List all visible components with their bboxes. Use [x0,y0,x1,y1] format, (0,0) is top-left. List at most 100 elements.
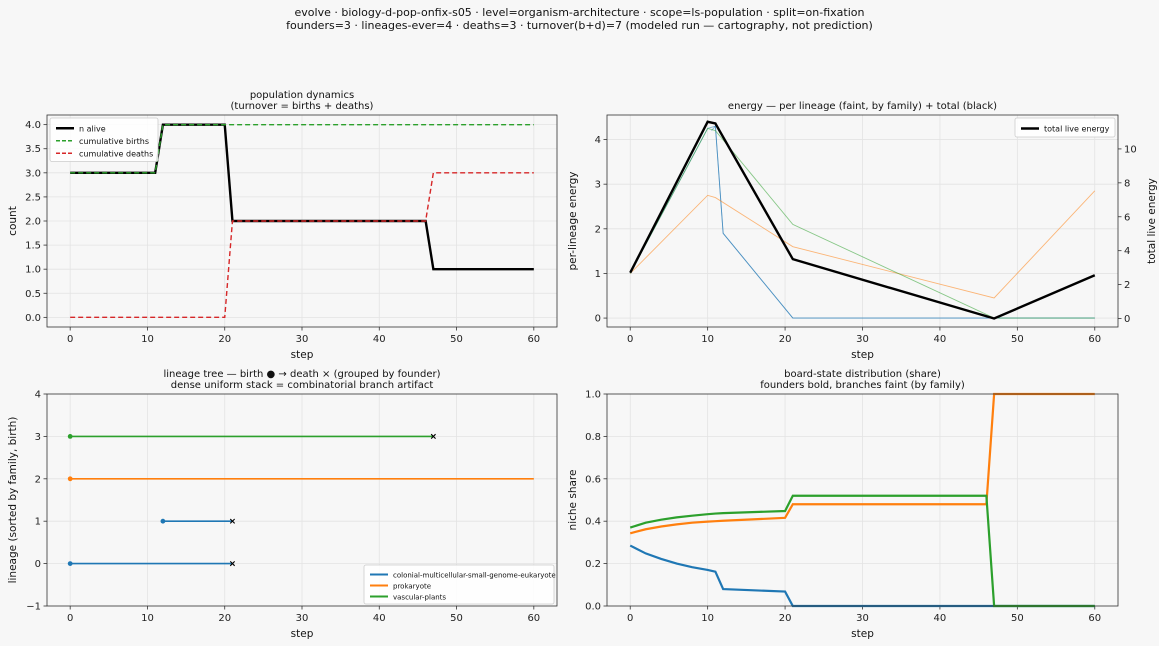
series-line-colonial-multicellular-small-genome-eukaryote [629,544,1095,608]
y-tick-label: 1 [35,517,41,528]
x-tick-label: 20 [779,613,792,624]
y-tick-label: 2 [35,474,41,485]
y-tick-label: 1.0 [25,265,41,276]
plot-frame [606,114,1119,328]
x-tick-label: 0 [627,334,633,345]
birth-marker [67,561,73,566]
legend-label: colonial-multicellular-small-genome-euka… [393,572,556,580]
series-line-n-alive [70,123,534,271]
x-tick-label: 50 [450,613,463,624]
legend-label: prokaryote [393,583,431,591]
x-tick-label: 20 [218,613,231,624]
legend-box [1014,117,1116,138]
y-right-tick-label: 0 [1124,314,1130,325]
birth-marker [160,518,166,524]
y-axis-label: count [7,206,19,236]
chart-title: energy — per lineage (faint, by family) … [728,101,997,112]
chart-subtitle: (turnover = births + deaths) [231,101,374,112]
x-tick-label: 50 [1011,334,1024,345]
y-tick-label: 1 [595,269,601,280]
y-tick-label: 0.8 [585,432,601,443]
legend-label: cumulative deaths [79,149,153,158]
x-tick-label: 40 [373,613,386,624]
x-tick-label: 50 [1011,613,1024,624]
y-tick-label: 4.0 [25,120,41,131]
x-tick-label: 0 [67,334,73,345]
series-line-per-lineage [629,190,1096,299]
series-line-vascular-plants [629,494,1095,608]
y-tick-label: 0.2 [585,559,601,570]
x-tick-label: 50 [450,334,463,345]
figure-title-line1: evolve · biology-d-pop-onfix-s05 · level… [294,6,865,19]
y-right-tick-label: 10 [1124,144,1137,155]
y-right-tick-label: 6 [1124,212,1130,223]
x-axis-label: step [291,628,314,640]
y-axis-label: lineage (sorted by family, birth) [7,417,19,584]
y-tick-label: −1 [26,602,41,613]
x-tick-label: 60 [1088,613,1101,624]
chart-subtitle: founders bold, branches faint (by family… [760,380,965,391]
y-right-axis-label: total live energy [1146,178,1158,264]
birth-marker [67,434,73,439]
y-tick-label: 0.5 [25,289,41,300]
panel-population: 0 10 20 30 40 50 60 0.0 0.5 1.0 1.5 2.0 2.5 3.0 3.5 4.0… [7,90,558,361]
y-tick-label: 4 [35,390,41,401]
panel-share: 0 10 20 30 40 50 60 0.0 0.2 0.4 0.6 0.8 1.0 step niche… [567,369,1119,640]
x-tick-label: 30 [296,613,309,624]
x-tick-label: 30 [856,334,869,345]
chart-title: board-state distribution (share) [784,369,941,380]
chart-title: lineage tree — birth ● → death × (groupe… [164,369,441,380]
x-tick-label: 0 [67,613,73,624]
y-tick-label: 3.0 [25,168,41,179]
legend-label: cumulative births [79,137,149,146]
y-tick-label: 0.0 [585,602,601,613]
plot-frame [606,393,1119,607]
y-tick-label: 3.5 [25,144,41,155]
y-tick-label: 2.5 [25,192,41,203]
x-tick-label: 60 [527,334,540,345]
x-tick-label: 40 [934,613,947,624]
y-right-tick-label: 4 [1124,246,1130,257]
x-tick-label: 60 [1088,334,1101,345]
y-tick-label: 0 [595,314,601,325]
x-tick-label: 40 [373,334,386,345]
death-marker [229,561,236,567]
legend-box [49,117,159,162]
plot-frame [46,393,558,607]
figure-title-line2: founders=3 · lineages-ever=4 · deaths=3 … [286,19,873,32]
x-axis-label: step [291,349,314,361]
y-tick-label: 0 [35,559,41,570]
y-tick-label: 1.0 [585,390,601,401]
chart-title: population dynamics [250,90,354,101]
y-tick-label: 4 [595,135,601,146]
x-tick-label: 20 [218,334,231,345]
x-tick-label: 10 [141,613,154,624]
x-tick-label: 0 [627,613,633,624]
y-tick-label: 2.0 [25,217,41,228]
x-tick-label: 30 [296,334,309,345]
y-right-tick-label: 8 [1124,178,1130,189]
y-tick-label: 1.5 [25,241,41,252]
legend-label: n alive [79,124,106,133]
death-marker [229,518,236,524]
x-axis-label: step [851,628,874,640]
y-right-tick-label: 2 [1124,280,1130,291]
birth-marker [67,476,73,482]
series-line-cumulative-deaths [70,172,534,319]
y-tick-label: 3 [595,180,601,191]
x-tick-label: 20 [779,334,792,345]
y-tick-label: 0.6 [585,474,601,485]
death-marker [430,433,436,439]
plot-frame [46,114,558,328]
x-tick-label: 10 [701,613,714,624]
y-axis-label: niche share [567,470,579,531]
series-line-total-live-energy [629,120,1096,320]
x-tick-label: 10 [141,334,154,345]
x-axis-label: step [851,349,874,361]
legend-box [363,564,555,605]
x-tick-label: 40 [934,334,947,345]
x-tick-label: 10 [701,334,714,345]
y-tick-label: 0.0 [25,313,41,324]
x-tick-label: 60 [527,613,540,624]
y-tick-label: 3 [35,432,41,443]
